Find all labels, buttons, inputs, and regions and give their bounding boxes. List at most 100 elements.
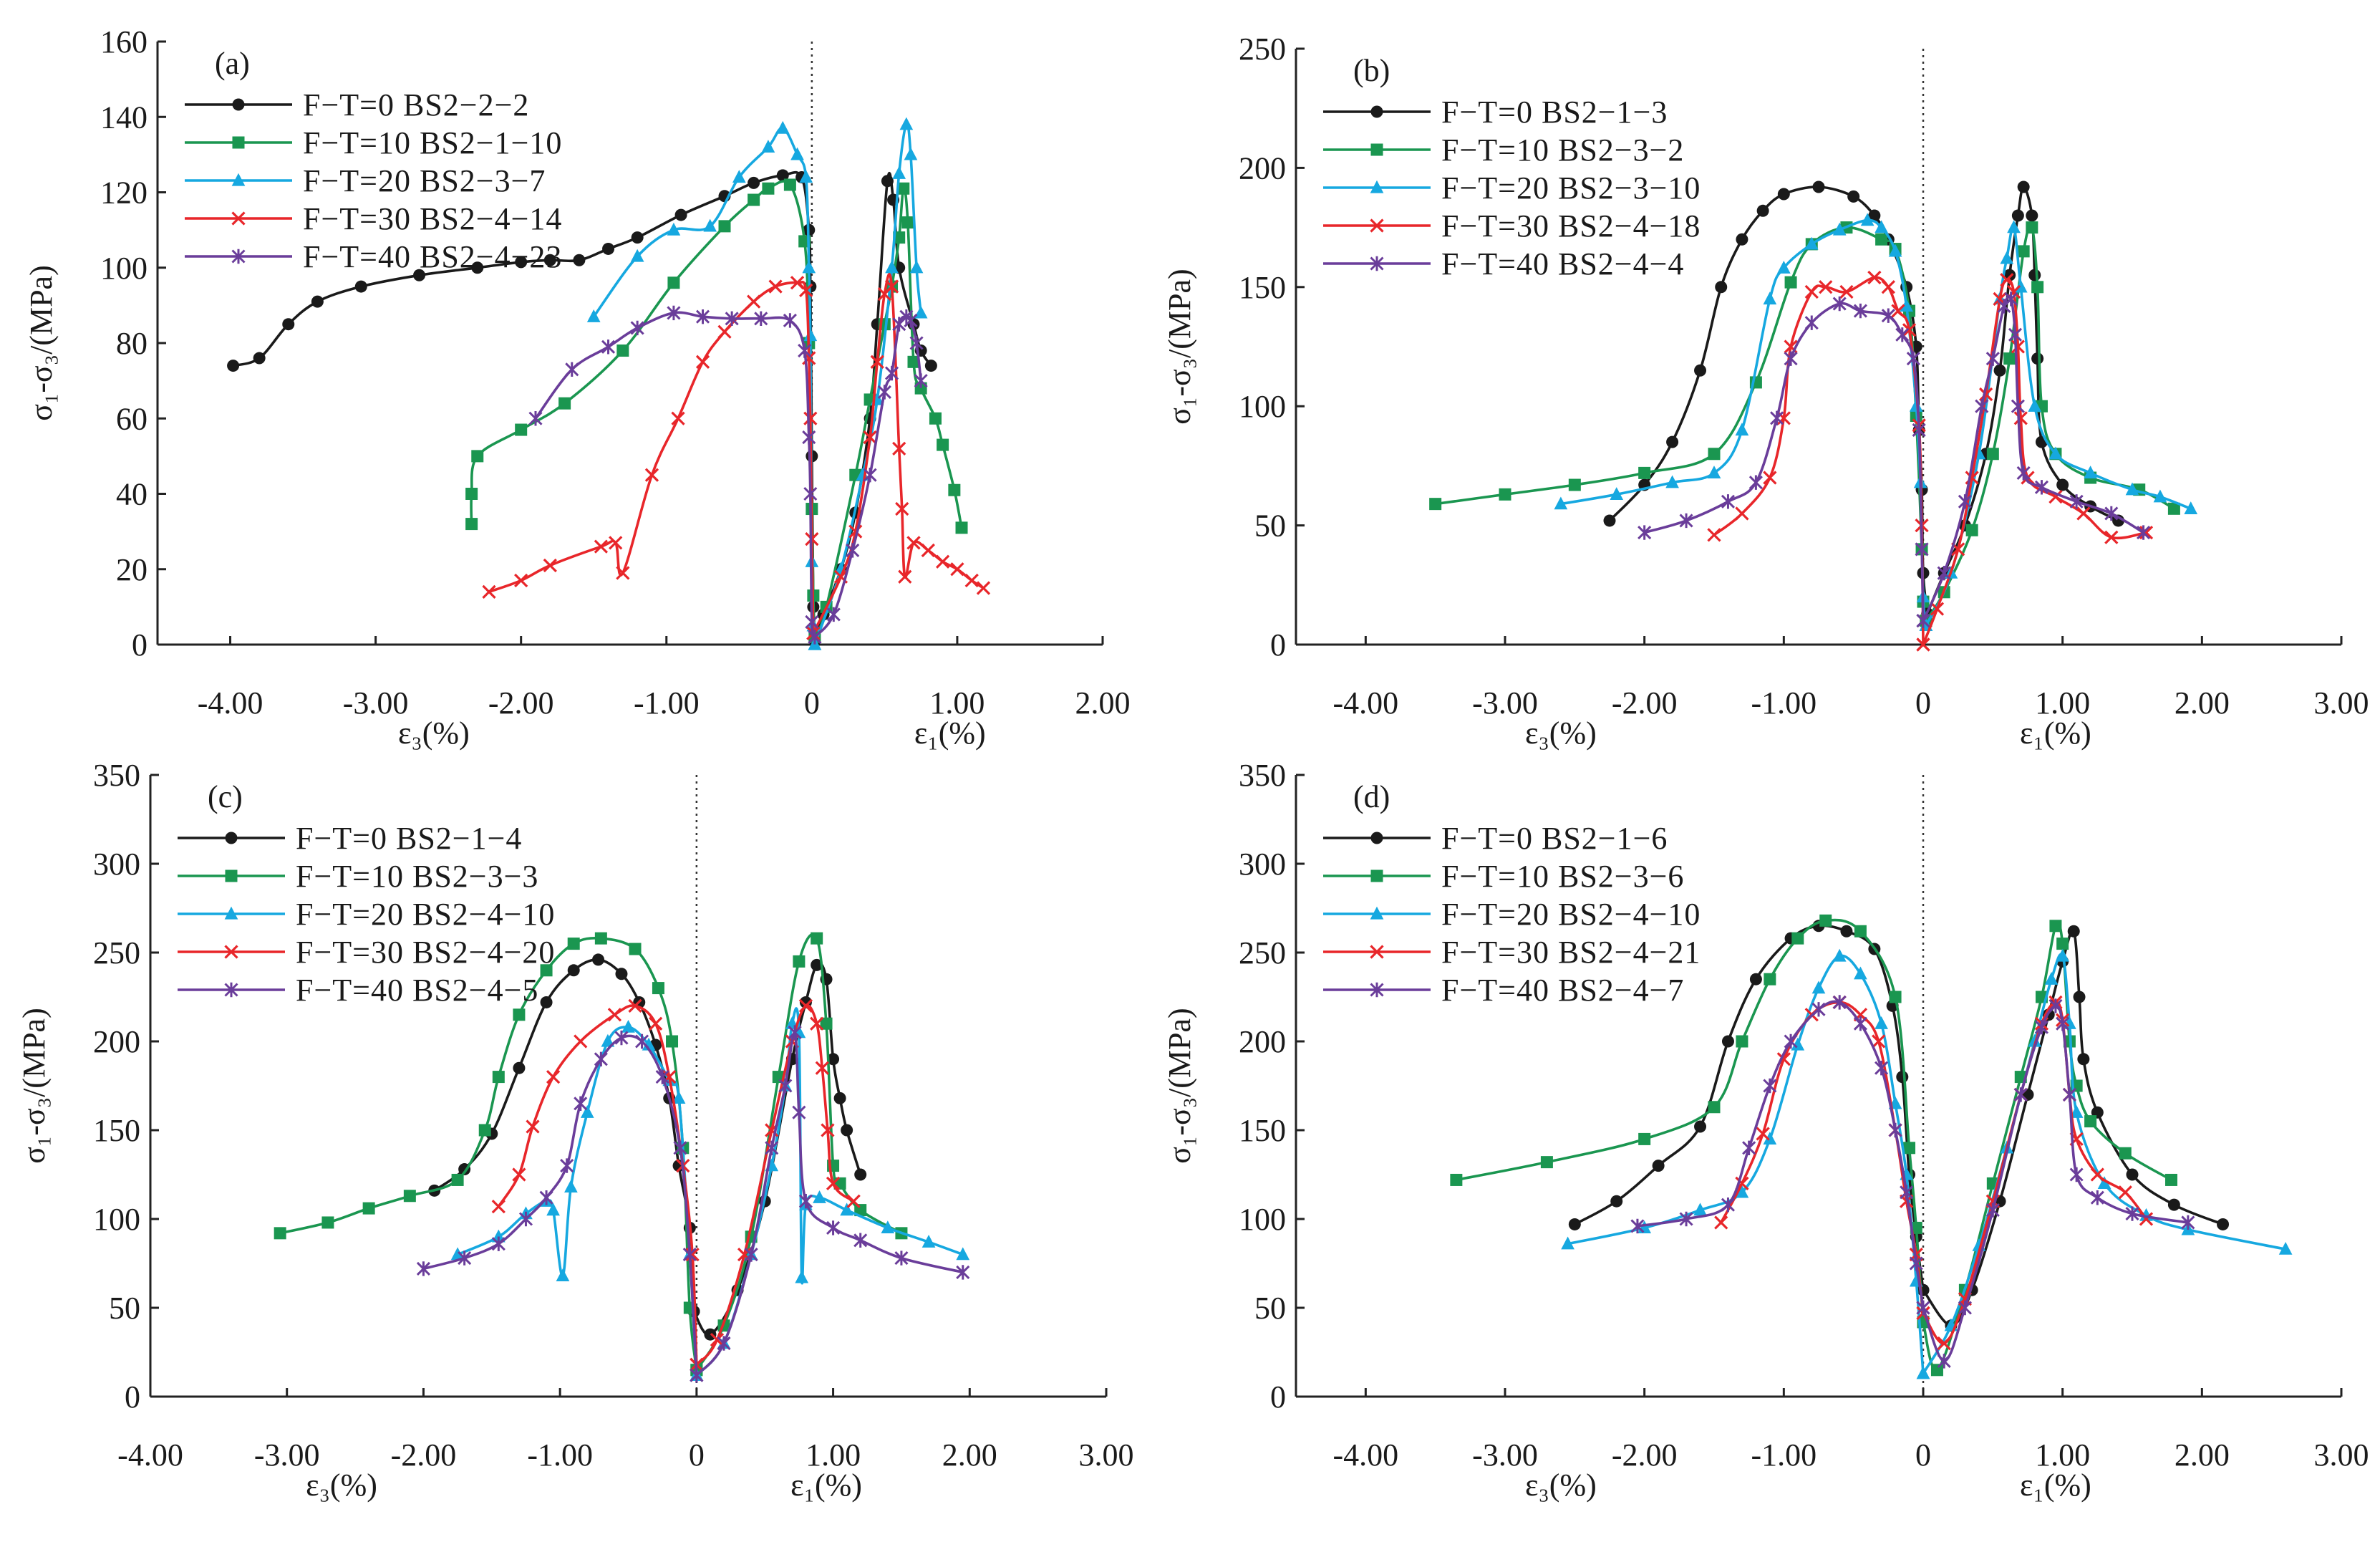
data-point xyxy=(1764,973,1776,986)
data-point xyxy=(518,1211,533,1227)
y-tick-label: 40 xyxy=(116,477,147,512)
data-point xyxy=(492,1071,505,1084)
y-tick-label: 200 xyxy=(1239,1024,1286,1059)
series-line-lateral xyxy=(422,1034,698,1377)
series-line-lateral xyxy=(488,281,815,635)
data-point xyxy=(895,501,909,516)
data-point xyxy=(1665,475,1679,488)
series-s30 xyxy=(482,273,991,640)
y-tick-label: 160 xyxy=(100,24,147,59)
data-point xyxy=(1902,323,1917,337)
data-point xyxy=(863,430,877,445)
data-point xyxy=(227,360,240,372)
data-point xyxy=(614,1030,629,1046)
data-point xyxy=(567,938,580,950)
data-point xyxy=(543,254,556,266)
data-point xyxy=(1735,423,1749,436)
data-point xyxy=(776,169,789,182)
x-axis-label-lateral: ε₃(%) xyxy=(1525,715,1597,751)
data-point xyxy=(1666,435,1679,448)
y-tick-label: 300 xyxy=(1239,847,1286,882)
data-point xyxy=(586,309,601,322)
legend: F−T=0 BS2−1−4F−T=10 BS2−3−3F−T=20 BS2−4−… xyxy=(178,821,555,1008)
data-point xyxy=(1906,351,1920,366)
data-point xyxy=(1603,514,1616,527)
data-point xyxy=(1900,299,1913,312)
data-point xyxy=(1860,213,1875,226)
x-tick-label: -2.00 xyxy=(1612,685,1678,721)
data-point xyxy=(2139,525,2154,540)
legend: F−T=0 BS2−2−2F−T=10 BS2−1−10F−T=20 BS2−3… xyxy=(185,87,561,274)
data-point xyxy=(964,573,979,588)
data-point xyxy=(1812,180,1825,193)
x-axis-label-lateral: ε₃(%) xyxy=(1525,1468,1597,1503)
data-point xyxy=(592,953,605,966)
data-point xyxy=(772,1071,785,1084)
data-point xyxy=(792,1105,806,1120)
x-tick-label: 1.00 xyxy=(2035,1437,2090,1473)
data-point xyxy=(2011,209,2024,222)
data-point xyxy=(574,1096,588,1111)
data-point xyxy=(798,998,813,1013)
data-point xyxy=(808,630,822,645)
data-point xyxy=(2167,1198,2180,1211)
y-tick-label: 100 xyxy=(100,251,147,286)
data-point xyxy=(311,295,324,308)
data-point xyxy=(955,521,968,534)
data-point xyxy=(826,1220,841,1235)
data-point xyxy=(515,256,528,269)
legend-marker xyxy=(232,136,245,149)
legend-entry: F−T=20 BS2−4−10 xyxy=(296,897,555,932)
data-point xyxy=(907,355,920,368)
data-point xyxy=(616,344,629,357)
data-point xyxy=(2048,446,2063,460)
legend-marker xyxy=(225,869,238,882)
series-line-axial xyxy=(692,962,862,1336)
data-point xyxy=(1679,513,1693,529)
chart-panels: 0 20 40 60 80 100 120 140 160 -4.00 -3.00 -2.00 -1.0… xyxy=(16,24,2369,1503)
data-point xyxy=(513,1008,526,1021)
series-s30 xyxy=(1714,995,2154,1351)
data-point xyxy=(1707,528,1721,542)
data-point xyxy=(1694,364,1707,377)
data-point xyxy=(798,1194,813,1209)
data-point xyxy=(1875,220,1888,233)
data-point xyxy=(820,1017,833,1030)
data-point xyxy=(602,242,615,255)
data-point xyxy=(877,385,891,400)
data-point xyxy=(2217,1218,2230,1230)
series-s40 xyxy=(416,1025,970,1383)
x-axis-label-lateral: ε₃(%) xyxy=(306,1468,377,1503)
data-point xyxy=(846,543,860,558)
data-point xyxy=(2069,1105,2084,1118)
legend-entry: F−T=30 BS2−4−21 xyxy=(1441,935,1701,970)
data-point xyxy=(2077,1053,2090,1066)
data-point xyxy=(761,140,775,153)
data-point xyxy=(2026,221,2038,234)
data-point xyxy=(853,1233,868,1248)
y-tick-label: 100 xyxy=(1239,389,1286,424)
y-tick-label: 0 xyxy=(1270,627,1286,662)
legend-entry: F−T=40 BS2−4−4 xyxy=(1441,246,1684,281)
data-point xyxy=(1819,914,1832,927)
data-point xyxy=(274,1227,286,1240)
data-point xyxy=(695,309,710,324)
data-point xyxy=(652,982,664,995)
data-point xyxy=(783,178,796,191)
data-point xyxy=(821,1123,835,1137)
y-tick-label: 150 xyxy=(93,1113,140,1148)
legend-entry: F−T=0 BS2−1−4 xyxy=(296,821,522,856)
data-point xyxy=(630,249,644,262)
y-axis-label: σ₁-σ₃/(MPa) xyxy=(1162,269,1197,424)
data-point xyxy=(2007,220,2021,233)
data-point xyxy=(1763,1132,1777,1145)
data-point xyxy=(2084,466,2097,479)
data-point xyxy=(1888,1122,1902,1138)
data-point xyxy=(1937,1336,1951,1351)
data-point xyxy=(2118,1185,2132,1200)
data-point xyxy=(666,1035,679,1048)
data-point xyxy=(2076,506,2091,521)
x-tick-label: 2.00 xyxy=(2175,1437,2230,1473)
data-point xyxy=(695,355,710,369)
data-point xyxy=(362,1202,375,1215)
